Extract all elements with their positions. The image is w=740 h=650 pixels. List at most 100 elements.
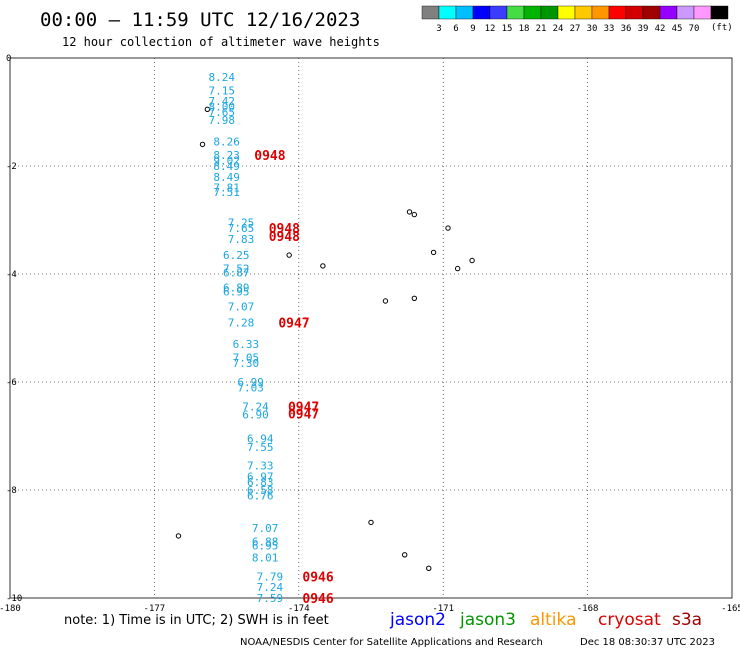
pass-time-label: 0947 xyxy=(288,400,319,415)
swh-label: 7.83 xyxy=(228,233,255,246)
scale-swatch xyxy=(591,5,610,20)
swh-label: 7.42 xyxy=(209,95,236,108)
scale-swatch xyxy=(523,5,542,20)
scale-swatch xyxy=(676,5,695,20)
scale-swatch xyxy=(455,5,474,20)
pass-time-label: 0947 xyxy=(278,317,309,332)
island-marker xyxy=(320,263,326,269)
scale-label: 36 xyxy=(621,24,632,34)
swh-label: 6.87 xyxy=(223,266,250,279)
island-marker xyxy=(469,257,475,264)
scale-label: 3 xyxy=(436,24,441,34)
pass-time-label: 0946 xyxy=(302,592,333,607)
footer-timestamp: Dec 18 08:30:37 UTC 2023 xyxy=(580,637,715,648)
satellite-legend-altika: altika xyxy=(530,610,577,630)
x-tick-label: -171 xyxy=(432,604,454,614)
scale-label: 42 xyxy=(655,24,666,34)
scale-label: 70 xyxy=(689,24,700,34)
island-marker xyxy=(286,252,292,258)
satellite-legend: jason2 jason3 altika cryosat s3a xyxy=(389,610,702,630)
island-marker xyxy=(406,209,413,215)
x-tick-label: -168 xyxy=(577,604,599,614)
island-marker xyxy=(411,295,418,301)
swh-label: 7.98 xyxy=(209,114,236,127)
swh-label: 7.81 xyxy=(213,182,240,195)
swh-label: 6.95 xyxy=(252,540,279,553)
swh-label: 8.49 xyxy=(213,171,240,184)
scale-label: 45 xyxy=(672,24,683,34)
swh-label: 6.97 xyxy=(247,471,274,484)
scale-swatch xyxy=(710,5,729,20)
swh-label: 8.26 xyxy=(213,136,240,149)
scale-label: 9 xyxy=(470,24,475,34)
island-marker xyxy=(411,211,418,218)
swh-label: 7.51 xyxy=(213,186,240,199)
x-tick-label: -174 xyxy=(288,604,310,614)
swh-label: 7.05 xyxy=(233,352,260,365)
scale-label: 21 xyxy=(536,24,547,34)
y-tick-label: -8 xyxy=(6,486,17,496)
scale-label: 27 xyxy=(570,24,581,34)
swh-label: 8.23 xyxy=(213,149,240,162)
scale-swatch xyxy=(506,5,525,20)
y-tick-label: -2 xyxy=(6,162,17,172)
satellite-legend-cryosat: cryosat xyxy=(598,610,661,630)
swh-label: 7.52 xyxy=(223,263,250,276)
scale-swatch xyxy=(438,5,457,20)
chart-subtitle: 12 hour collection of altimeter wave hei… xyxy=(62,35,380,49)
island-marker xyxy=(175,533,182,539)
scale-swatch xyxy=(625,5,644,20)
scale-label: 15 xyxy=(502,24,513,34)
scale-swatch xyxy=(472,5,491,20)
swh-label: 6.58 xyxy=(247,484,274,497)
island-marker xyxy=(445,225,451,231)
swh-label: 7.59 xyxy=(257,592,284,605)
y-tick-label: -6 xyxy=(6,378,17,388)
swh-label: 6.95 xyxy=(223,285,250,298)
swh-label: 7.65 xyxy=(209,106,236,119)
swh-label: 7.25 xyxy=(228,217,255,230)
island-marker xyxy=(430,249,437,256)
color-scale-bar: 3 6 9 12 15 18 21 24 27 30 33 36 39 42 45 70 xyxy=(421,5,729,34)
islands-layer xyxy=(175,106,475,571)
scale-swatch xyxy=(693,5,712,20)
x-tick-label: -177 xyxy=(144,604,166,614)
swh-label: 7.24 xyxy=(257,581,284,594)
swh-label: 8.24 xyxy=(209,71,236,84)
swh-label: 7.07 xyxy=(252,522,279,535)
scale-label: 39 xyxy=(638,24,649,34)
gridlines xyxy=(10,58,732,598)
pass-time-label: 0946 xyxy=(302,570,333,585)
swh-label: 6.25 xyxy=(223,249,250,262)
x-tick-label: -165 xyxy=(721,604,740,614)
scale-label: 18 xyxy=(519,24,530,34)
scale-label: 12 xyxy=(485,24,496,34)
swh-label: 7.79 xyxy=(257,570,284,583)
satellite-legend-jason2: jason2 xyxy=(389,610,446,630)
x-tick-label: -180 xyxy=(0,604,21,614)
chart-title: 00:00 – 11:59 UTC 12/16/2023 xyxy=(40,9,360,31)
swh-label: 6.83 xyxy=(247,476,274,489)
footer-note: note: 1) Time is in UTC; 2) SWH is in fe… xyxy=(64,613,329,628)
satellite-legend-jason3: jason3 xyxy=(459,610,516,630)
swh-label: 7.55 xyxy=(247,441,274,454)
swh-label: 6.33 xyxy=(233,338,260,351)
y-tick-label: -10 xyxy=(6,594,22,604)
swh-label: 7.65 xyxy=(228,222,255,235)
scale-swatch xyxy=(489,5,508,20)
swh-label: 7.33 xyxy=(247,460,274,473)
swh-label: 7.28 xyxy=(228,317,255,330)
swh-label: 9.02 xyxy=(213,155,240,168)
swh-label: 6.89 xyxy=(223,282,250,295)
swh-label: 7.07 xyxy=(228,300,255,313)
y-tick-label: -4 xyxy=(6,270,17,280)
swh-label: 7.24 xyxy=(242,400,269,413)
swh-label: 6.76 xyxy=(247,489,274,502)
island-marker xyxy=(454,265,461,272)
scale-swatch xyxy=(574,5,593,20)
scale-label: 33 xyxy=(604,24,615,34)
scale-unit: (ft) xyxy=(711,23,733,33)
scale-label: 30 xyxy=(587,24,598,34)
island-marker xyxy=(382,298,389,304)
